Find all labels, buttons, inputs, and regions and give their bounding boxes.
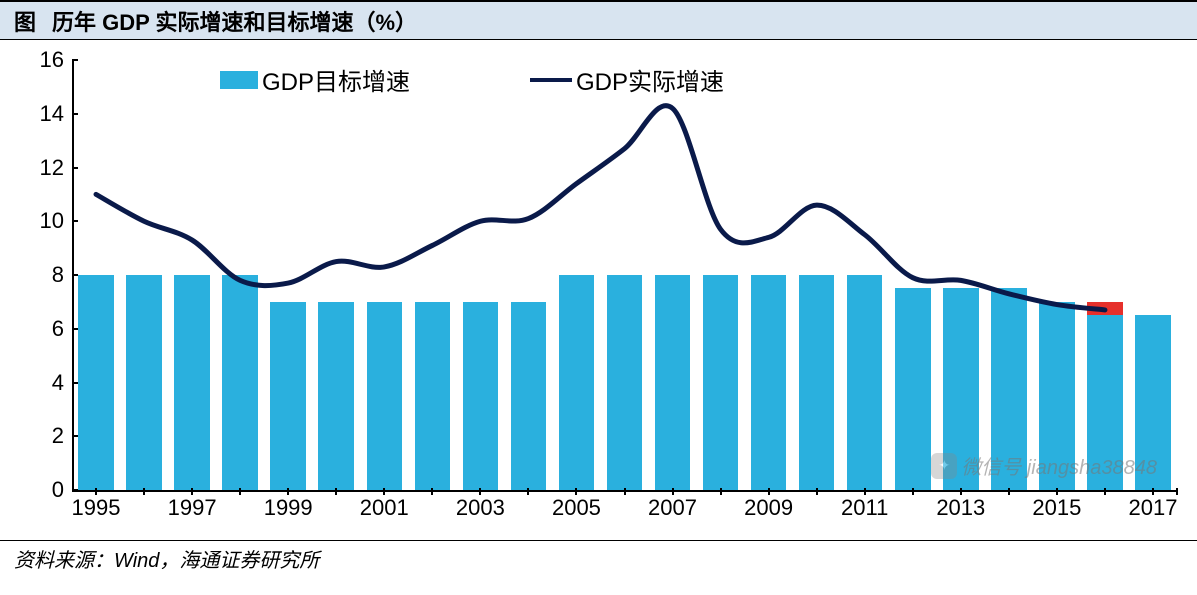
x-tick-label: 2003 [456, 495, 505, 521]
x-tick-label: 2017 [1128, 495, 1177, 521]
y-axis: 0246810121416 [0, 60, 72, 490]
legend-item-actual: GDP实际增速 [530, 62, 724, 97]
x-tick-label: 2013 [936, 495, 985, 521]
chart-area: 0 2 4 6 8 10 12 14 16 1995 1997 1999 2001 2003 2005 20… [0, 40, 1197, 540]
plot-region [72, 60, 1177, 490]
header-prefix: 图 [14, 5, 36, 37]
x-tick-label: 2011 [841, 495, 888, 521]
y-tick-label: 14 [40, 101, 64, 127]
legend-label-target: GDP目标增速 [262, 62, 410, 97]
y-tick-label: 10 [40, 208, 64, 234]
x-tick-label: 1999 [264, 495, 313, 521]
x-tick-label: 1995 [72, 495, 121, 521]
wechat-icon: ✦ [931, 453, 957, 479]
y-tick-label: 0 [52, 477, 64, 503]
x-tick-label: 2007 [648, 495, 697, 521]
source-footer: 资料来源：Wind，海通证券研究所 [0, 540, 1197, 576]
watermark-text: 微信号 jiangsha38848 [961, 451, 1157, 480]
x-tick-label: 2005 [552, 495, 601, 521]
line-layer [72, 60, 1177, 490]
y-tick-label: 2 [52, 423, 64, 449]
header-title: 历年 GDP 实际增速和目标增速（%） [52, 5, 417, 37]
x-tick-label: 2001 [360, 495, 409, 521]
legend-item-target: GDP目标增速 [220, 62, 410, 97]
x-axis: 1995 1997 1999 2001 2003 2005 2007 2009 2011 2013… [72, 495, 1177, 525]
x-tick-label: 2015 [1032, 495, 1081, 521]
x-tick-label: 1997 [168, 495, 217, 521]
chart-header: 图 历年 GDP 实际增速和目标增速（%） [0, 0, 1197, 40]
legend: GDP目标增速 GDP实际增速 [220, 62, 724, 97]
y-tick-label: 4 [52, 370, 64, 396]
y-tick-label: 16 [40, 47, 64, 73]
watermark: ✦ 微信号 jiangsha38848 [931, 451, 1157, 480]
source-text: 资料来源：Wind，海通证券研究所 [14, 550, 319, 572]
legend-swatch-bar [220, 71, 258, 89]
legend-label-actual: GDP实际增速 [576, 62, 724, 97]
y-tick-label: 6 [52, 316, 64, 342]
actual-line [96, 106, 1105, 310]
legend-swatch-line [530, 78, 572, 82]
y-tick-label: 8 [52, 262, 64, 288]
y-tick-label: 12 [40, 155, 64, 181]
x-tick-label: 2009 [744, 495, 793, 521]
